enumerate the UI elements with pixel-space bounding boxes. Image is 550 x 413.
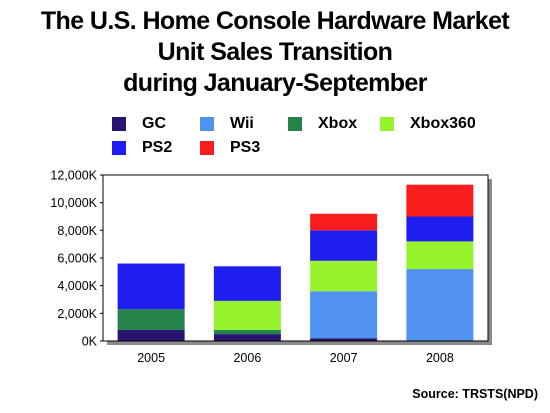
bar-ps3-2008 <box>406 184 474 217</box>
bar-gc-2007 <box>310 338 378 341</box>
x-tick-label: 2008 <box>426 351 454 365</box>
bar-xbox-2005 <box>117 309 185 330</box>
x-tick-label: 2005 <box>137 351 165 365</box>
legend-label: Xbox <box>318 115 358 132</box>
bar-ps3-2007 <box>310 213 378 231</box>
legend-swatch <box>112 117 126 131</box>
bar-ps2-2007 <box>310 230 378 261</box>
y-tick-label: 2,000K <box>57 307 97 321</box>
y-tick-label: 0K <box>82 335 98 349</box>
source-note: Source: TRSTS(NPD) <box>412 387 538 401</box>
legend-label: Xbox360 <box>410 115 476 132</box>
bar-xbox360-2006 <box>213 300 281 330</box>
x-tick-label: 2006 <box>233 351 261 365</box>
legend-item-ps3: PS3 <box>200 137 260 159</box>
legend-label: PS3 <box>230 139 261 156</box>
y-tick-label: 10,000K <box>50 196 97 210</box>
plot-frame <box>102 174 489 342</box>
bar-xbox360-2007 <box>310 260 378 292</box>
legend-item-ps2: PS2 <box>112 137 172 159</box>
bar-gc-2005 <box>117 329 185 341</box>
bar-xbox-2006 <box>213 329 281 335</box>
bar-ps2-2008 <box>406 216 474 242</box>
chart-title-line-2: Unit Sales Transition <box>157 38 393 66</box>
bar-ps2-2006 <box>213 266 281 301</box>
chart-title-line-1: The U.S. Home Console Hardware Market <box>40 7 510 35</box>
legend-label: PS2 <box>142 139 173 156</box>
legend-label: Wii <box>230 115 254 132</box>
y-tick-label: 12,000K <box>50 169 97 183</box>
legend-item-xbox360: Xbox360 <box>380 113 476 135</box>
legend-item-wii: Wii <box>200 113 254 135</box>
x-tick-label: 2007 <box>330 351 358 365</box>
legend-swatch <box>380 117 394 131</box>
y-tick-label: 6,000K <box>57 252 97 266</box>
bar-wii-2008 <box>406 269 474 341</box>
legend-swatch <box>200 117 214 131</box>
y-tick-label: 4,000K <box>57 279 97 293</box>
legend-swatch <box>200 141 214 155</box>
y-tick-label: 8,000K <box>57 224 97 238</box>
bar-xbox360-2008 <box>406 241 474 270</box>
chart-title-line-3: during January-September <box>123 69 427 97</box>
legend-swatch <box>112 141 126 155</box>
bar-ps2-2005 <box>117 263 185 310</box>
chart-legend: GC Wii Xbox Xbox360 PS2 PS3 <box>0 0 550 156</box>
bar-wii-2007 <box>310 291 378 339</box>
legend-swatch <box>288 117 302 131</box>
bar-gc-2006 <box>213 334 281 341</box>
chart-title: The U.S. Home Console Hardware Market Un… <box>0 6 550 99</box>
legend-label: GC <box>142 115 166 132</box>
legend-item-xbox: Xbox <box>288 113 357 135</box>
legend-item-gc: GC <box>112 113 166 135</box>
